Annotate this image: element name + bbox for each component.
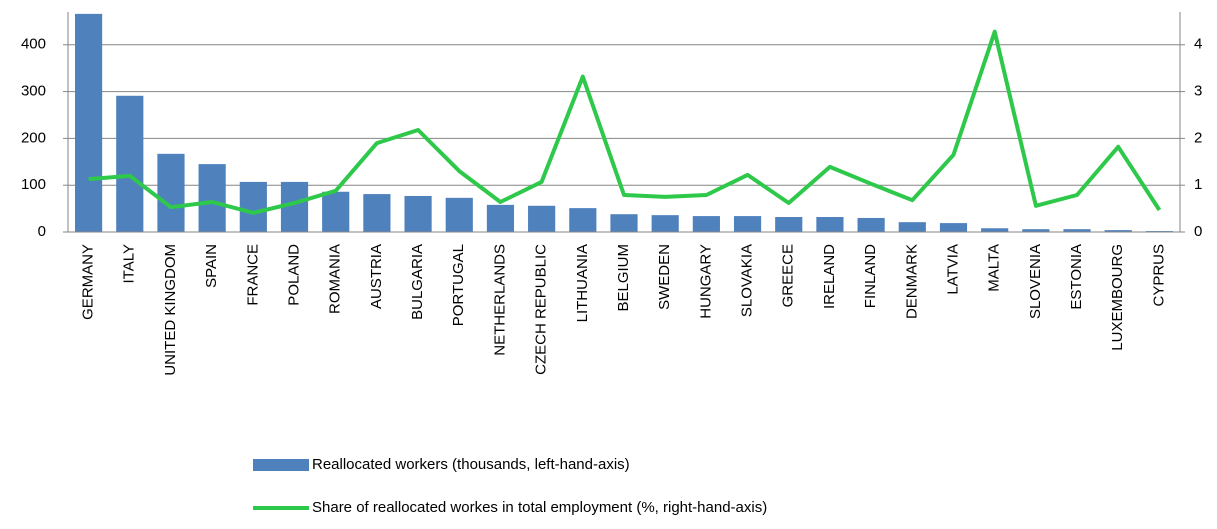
bar: [610, 214, 638, 232]
bar: [692, 216, 720, 232]
bar: [1022, 229, 1050, 232]
bar: [404, 195, 432, 232]
x-tick-label: SLOVAKIA: [739, 244, 756, 317]
bar: [981, 228, 1009, 232]
bar: [651, 215, 679, 232]
x-tick-label: ITALY: [121, 244, 138, 283]
x-tick-label: AUSTRIA: [368, 244, 385, 309]
y2-tick-label: 0: [1194, 223, 1202, 240]
bar: [363, 194, 391, 232]
x-tick-label: BULGARIA: [409, 244, 426, 320]
y-tick-label: 200: [21, 129, 46, 146]
x-tick-label: POLAND: [285, 244, 302, 306]
bar: [775, 217, 803, 232]
x-tick-label: IRELAND: [821, 244, 838, 309]
bar: [1063, 229, 1091, 232]
x-tick-label: UNITED KINGDOM: [162, 244, 179, 376]
bar: [75, 13, 103, 232]
bar: [528, 205, 556, 232]
bar: [157, 153, 185, 232]
x-tick-label: HUNGARY: [697, 244, 714, 319]
y-tick-label: 300: [21, 83, 46, 100]
x-tick-label: CZECH REPUBLIC: [533, 244, 550, 375]
x-tick-label: SWEDEN: [656, 244, 673, 310]
bar: [857, 217, 885, 232]
x-tick-label: ROMANIA: [327, 244, 344, 314]
x-tick-label: MALTA: [986, 244, 1003, 292]
x-tick-label: ESTONIA: [1068, 244, 1085, 310]
bar: [239, 181, 267, 232]
bar: [322, 191, 350, 232]
bar: [445, 197, 473, 232]
y2-tick-label: 4: [1194, 36, 1202, 53]
x-tick-label: GERMANY: [80, 244, 97, 320]
y2-tick-label: 1: [1194, 176, 1202, 193]
line: [88, 29, 1162, 215]
bar: [939, 223, 968, 232]
y-tick-label: 400: [21, 36, 46, 53]
legend-swatch: [253, 459, 309, 471]
x-tick-label: NETHERLANDS: [491, 244, 508, 356]
bar: [816, 217, 844, 232]
x-tick-label: LUXEMBOURG: [1109, 244, 1126, 351]
x-tick-label: FRANCE: [244, 244, 261, 306]
bar: [898, 222, 926, 232]
y2-tick-label: 2: [1194, 129, 1202, 146]
bar: [569, 208, 597, 232]
y-tick-label: 100: [21, 176, 46, 193]
y-tick-label: 0: [38, 223, 46, 240]
bar: [116, 95, 144, 232]
x-tick-label: DENMARK: [903, 244, 920, 319]
x-tick-label: LATVIA: [944, 244, 961, 295]
legend-label: Share of reallocated workes in total emp…: [312, 499, 767, 516]
bar: [198, 164, 226, 232]
x-tick-label: CYPRUS: [1150, 244, 1167, 307]
x-tick-label: LITHUANIA: [574, 244, 591, 322]
bar: [1104, 230, 1132, 232]
bar: [733, 216, 762, 232]
x-tick-label: GREECE: [780, 244, 797, 307]
x-tick-label: SLOVENIA: [1027, 244, 1044, 319]
y2-tick-label: 3: [1194, 83, 1202, 100]
x-tick-label: FINLAND: [862, 244, 879, 308]
legend-label: Reallocated workers (thousands, left-han…: [312, 456, 630, 473]
bar: [486, 204, 515, 232]
x-tick-label: SPAIN: [203, 244, 220, 288]
x-tick-label: BELGIUM: [615, 244, 632, 312]
x-tick-label: PORTUGAL: [450, 244, 467, 326]
